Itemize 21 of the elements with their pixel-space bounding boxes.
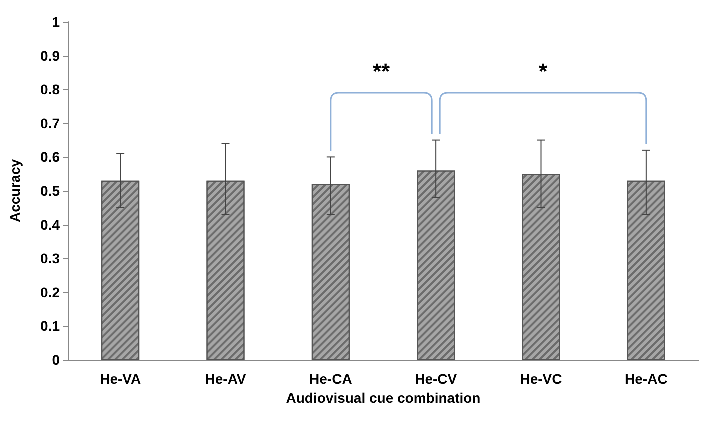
y-tick-label: 0.2 — [40, 284, 60, 300]
x-tick-label: He-CV — [415, 371, 458, 387]
y-tick-label: 0 — [52, 352, 60, 368]
x-tick-label: He-AC — [625, 371, 668, 387]
y-tick-label: 0.5 — [40, 183, 60, 199]
x-axis-title: Audiovisual cue combination — [286, 390, 481, 406]
annotation: * — [538, 58, 548, 85]
y-tick-label: 0.9 — [40, 48, 60, 64]
y-tick-label: 0.1 — [40, 318, 60, 334]
x-tick-label: He-CA — [310, 371, 352, 387]
y-tick-label: 1 — [52, 14, 60, 30]
y-tick-label: 0.7 — [40, 115, 60, 132]
y-tick-label: 0.6 — [40, 149, 60, 166]
y-tick-label: 0.8 — [40, 82, 60, 98]
x-tick-label: He-VA — [100, 371, 142, 387]
y-tick-label: 0.4 — [40, 216, 60, 233]
y-tick-label: 0.3 — [40, 250, 60, 267]
y-axis-title: Accuracy — [7, 159, 23, 223]
annotation: ** — [372, 58, 390, 85]
x-tick-label: He-VC — [520, 371, 562, 387]
x-tick-label: He-AV — [205, 371, 247, 387]
